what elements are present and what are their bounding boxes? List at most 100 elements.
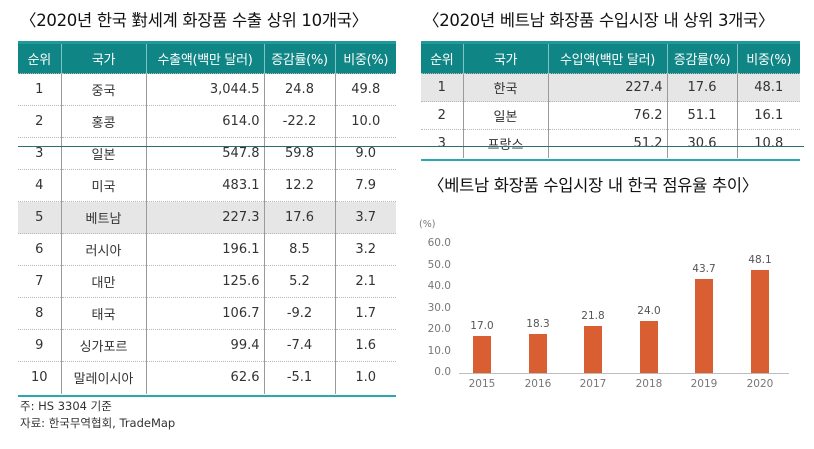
share-cell: 3.2 [334,233,396,266]
note-text: 주: HS 3304 기준 [20,399,112,413]
country-cell: 미국 [60,169,146,202]
share-cell: 7.9 [334,169,396,202]
x-tick-label: 2015 [468,378,496,390]
table-row: 2 일본 76.2 51.1 16.1 [421,101,800,130]
share-cell: 16.1 [736,101,800,130]
table-row: 10 말레이시아 62.6 -5.1 1.0 [18,361,396,394]
amount-cell: 227.3 [145,201,264,234]
amount-cell: 196.1 [145,233,264,266]
country-cell: 일본 [60,137,146,170]
y-tick-label: 20.0 [427,323,451,335]
bar-value-label: 48.1 [748,253,772,266]
y-tick-label: 10.0 [427,344,451,357]
column-header: 수출액(백만 달러) [145,44,264,74]
growth-cell: 17.6 [666,73,737,102]
share-cell: 9.0 [334,137,396,170]
table-header-row: 순위 국가 수입액(백만 달러) 증감률(%) 비중(%) [421,44,800,74]
source-text: 자료: 한국무역협회, TradeMap [20,416,176,430]
bar-2015 [473,336,491,373]
x-tick-label: 2018 [635,378,663,390]
x-tick-label: 2019 [690,378,718,390]
column-header: 순위 [18,44,61,74]
share-cell: 1.6 [334,329,396,362]
growth-cell: -9.2 [263,297,335,330]
y-tick-label: 50.0 [427,258,451,271]
growth-cell: 17.6 [263,201,335,234]
y-tick-label: 30.0 [427,301,451,314]
growth-cell: -5.1 [263,361,335,394]
amount-cell: 62.6 [145,361,264,394]
column-header: 국가 [60,44,146,74]
table-row: 4 미국 483.1 12.2 7.9 [18,169,396,202]
rank-cell: 1 [421,73,463,102]
column-header: 국가 [462,44,548,74]
table-row: 5 베트남 227.3 17.6 3.7 [18,201,396,234]
y-tick-label: 40.0 [427,280,451,292]
country-cell: 태국 [60,297,146,330]
table-row: 2 홍콩 614.0 -22.2 10.0 [18,105,396,138]
rank-cell: 3 [421,129,463,158]
rank-cell: 4 [18,169,61,202]
table-row: 1 한국 227.4 17.6 48.1 [421,73,800,102]
growth-cell: 51.1 [666,101,737,130]
share-cell: 10.8 [736,129,800,158]
table-row: 8 태국 106.7 -9.2 1.7 [18,297,396,330]
growth-cell: 5.2 [263,265,335,298]
growth-cell: 12.2 [263,169,335,202]
column-header: 비중(%) [334,44,396,74]
amount-cell: 547.8 [145,137,264,170]
bar-value-label: 18.3 [526,317,550,330]
rank-cell: 6 [18,233,61,266]
left-table-bottom-border [18,395,396,397]
growth-cell: 8.5 [263,233,335,266]
share-cell: 1.7 [334,297,396,330]
growth-cell: 30.6 [666,129,737,158]
growth-cell: -22.2 [263,105,335,138]
bar-2017 [584,326,602,373]
y-tick-label: 0.0 [434,366,451,378]
rank-cell: 1 [18,73,61,106]
bar-2020 [751,269,769,373]
table-row: 6 러시아 196.1 8.5 3.2 [18,233,396,266]
rank-cell: 8 [18,297,61,330]
table-row: 7 대만 125.6 5.2 2.1 [18,265,396,298]
rank-cell: 9 [18,329,61,362]
growth-cell: 24.8 [263,73,335,106]
country-cell: 홍콩 [60,105,146,138]
amount-cell: 76.2 [547,101,667,130]
bar-2016 [529,333,547,373]
import-top3-table: 순위 국가 수입액(백만 달러) 증감률(%) 비중(%) 1 한국 227.4 17.6 48… [421,44,800,158]
table-header-row: 순위 국가 수출액(백만 달러) 증감률(%) 비중(%) [18,44,396,74]
country-cell: 프랑스 [462,129,548,158]
amount-cell: 106.7 [145,297,264,330]
share-cell: 10.0 [334,105,396,138]
y-tick-label: 60.0 [427,237,451,249]
column-header: 순위 [421,44,463,74]
rank-cell: 10 [18,361,61,394]
x-axis-line [459,373,789,374]
right-table-bottom-border [421,159,800,161]
overlay-divider-line [18,146,804,147]
growth-cell: 59.8 [263,137,335,170]
table-notes: 주: HS 3304 기준 자료: 한국무역협회, TradeMap [20,398,175,432]
amount-cell: 99.4 [145,329,264,362]
country-cell: 일본 [462,101,548,130]
amount-cell: 51.2 [547,129,667,158]
table-row: 3 프랑스 51.2 30.6 10.8 [421,129,800,158]
share-cell: 49.8 [334,73,396,106]
right-table-top-border [421,41,800,44]
country-cell: 싱가포르 [60,329,146,362]
bar-value-label: 43.7 [692,263,716,276]
rank-cell: 3 [18,137,61,170]
rank-cell: 2 [421,101,463,130]
table-row: 3 일본 547.8 59.8 9.0 [18,137,396,170]
column-header: 증감률(%) [666,44,737,74]
share-cell: 2.1 [334,265,396,298]
country-cell: 러시아 [60,233,146,266]
amount-cell: 614.0 [145,105,264,138]
amount-cell: 125.6 [145,265,264,298]
country-cell: 말레이시아 [60,361,146,394]
left-table-top-border [18,41,396,44]
right-table-title: 〈2020년 베트남 화장품 수입시장 내 상위 3개국〉 [423,11,775,30]
y-unit-label: (%) [419,219,436,230]
